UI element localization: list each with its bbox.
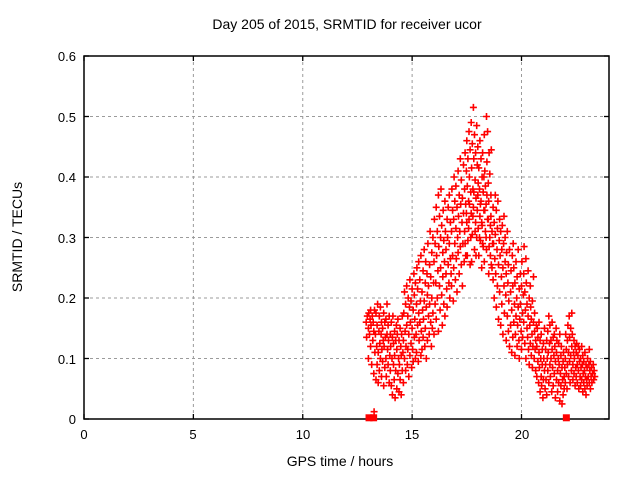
y-tick-label: 0.6 (57, 49, 76, 64)
zero-square-marker (562, 414, 570, 422)
scatter-points (362, 103, 599, 416)
y-tick-label: 0.5 (57, 110, 76, 125)
y-tick-label: 0.1 (57, 352, 76, 367)
y-tick-label: 0.3 (57, 231, 76, 246)
y-tick-label: 0.4 (57, 170, 76, 185)
chart-title: Day 205 of 2015, SRMTID for receiver uco… (212, 16, 482, 32)
zero-square-marker (365, 414, 373, 422)
x-axis-label: GPS time / hours (286, 453, 394, 469)
x-tick-label: 5 (189, 427, 197, 442)
x-tick-label: 20 (514, 427, 530, 442)
y-tick-label: 0.2 (57, 291, 76, 306)
x-tick-label: 10 (295, 427, 311, 442)
zero-square-marker (370, 414, 378, 422)
x-tick-label: 0 (80, 427, 88, 442)
y-tick-label: 0 (68, 412, 76, 427)
x-tick-label: 15 (404, 427, 420, 442)
